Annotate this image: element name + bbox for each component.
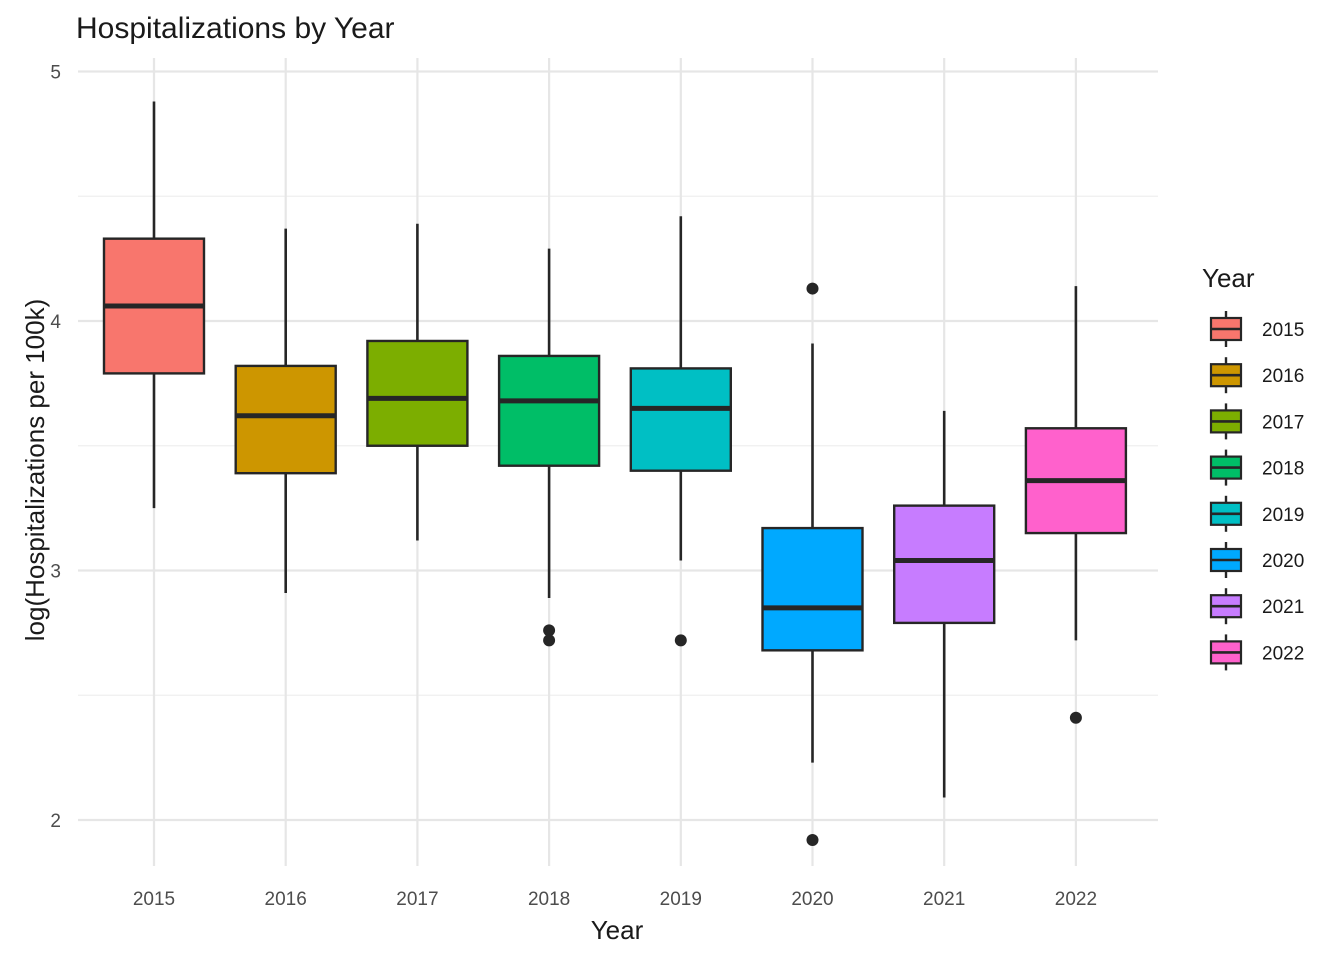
box-2015 [102,101,206,509]
y-tick-label: 4 [50,312,61,333]
x-tick-label: 2022 [1055,889,1097,910]
x-tick-label: 2019 [660,889,702,910]
legend-label: 2022 [1262,643,1304,664]
outlier-point [674,634,687,647]
box-2022 [1024,286,1128,724]
legend-item-2016: 2016 [1209,357,1304,394]
legend-label: 2021 [1262,597,1304,618]
box-body [893,504,996,625]
box-2021 [893,410,996,798]
y-tick-label: 3 [50,562,61,583]
legend-title: Year [1202,263,1255,293]
box-2020 [761,282,864,846]
x-tick-label: 2017 [396,889,438,910]
legend-label: 2019 [1262,505,1304,526]
y-tick-label: 2 [50,811,61,832]
legend-label: 2015 [1262,320,1304,341]
outlier-point [543,624,556,637]
legend-label: 2020 [1262,551,1304,572]
x-axis-title: Year [591,915,644,945]
chart-title: Hospitalizations by Year [76,12,395,45]
legend-item-2019: 2019 [1209,495,1304,532]
x-tick-label: 2021 [923,889,965,910]
legend-item-2020: 2020 [1209,542,1304,578]
box-2017 [366,223,469,541]
boxes [102,101,1128,846]
y-axis-ticks: 2 3 4 5 [50,63,61,833]
legend-item-2021: 2021 [1209,588,1304,625]
outlier-point [543,634,556,647]
legend-item-2017: 2017 [1209,403,1304,440]
outlier-point [806,833,819,846]
outlier-point [806,282,819,295]
x-tick-label: 2016 [265,889,307,910]
legend-label: 2018 [1262,459,1304,480]
legend-label: 2017 [1262,412,1304,433]
y-axis-title: log(Hospitalizations per 100k) [20,299,50,642]
x-tick-label: 2015 [133,889,175,910]
box-body [497,354,601,467]
legend-item-2022: 2022 [1209,634,1304,671]
legend: Year 2015 2016 2017 2018 2019 2020 2021 2022 [1202,263,1304,671]
x-tick-label: 2020 [791,889,833,910]
box-2018 [497,248,601,647]
box-2019 [629,216,732,647]
legend-item-2015: 2015 [1209,311,1304,347]
box-body [761,526,864,652]
box-body [366,339,469,447]
legend-label: 2016 [1262,366,1304,387]
x-tick-label: 2018 [528,889,570,910]
legend-item-2018: 2018 [1209,449,1304,486]
box-body [629,367,732,472]
legend-items: 2015 2016 2017 2018 2019 2020 2021 2022 [1209,311,1304,671]
box-body [234,364,337,475]
y-tick-label: 5 [50,63,61,84]
outlier-point [1069,711,1082,724]
box-2016 [234,228,337,593]
x-axis-ticks: 2015 2016 2017 2018 2019 2020 2021 2022 [133,889,1097,910]
